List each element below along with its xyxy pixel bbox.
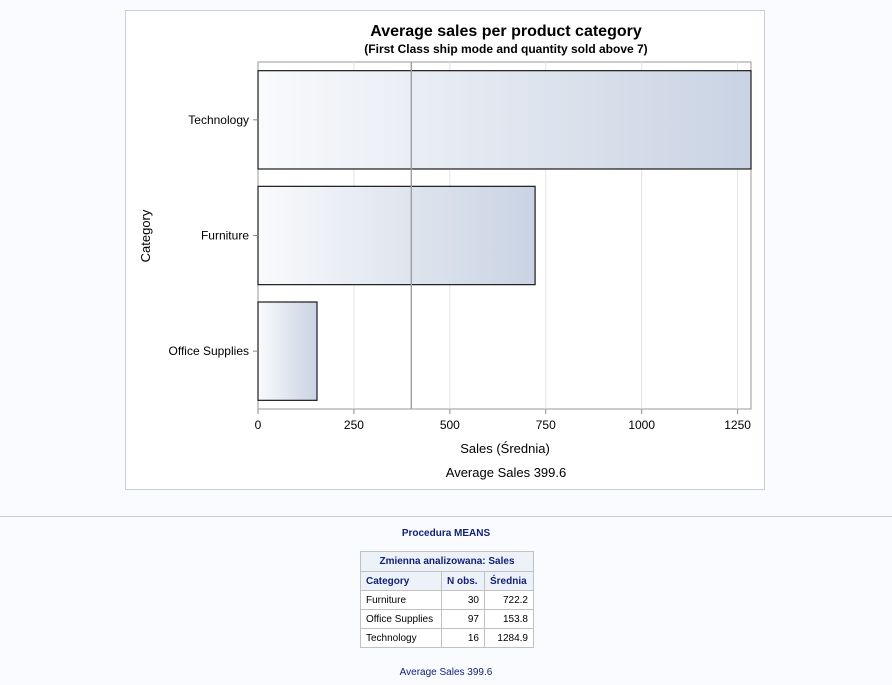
cell-n-obs: 97 xyxy=(441,609,485,629)
column-header-n-obs: N obs. xyxy=(441,571,485,591)
x-tick-label: 250 xyxy=(344,418,364,432)
cell-mean: 153.8 xyxy=(484,609,534,629)
x-axis-label: Sales (Średnia) xyxy=(460,441,550,456)
cell-category: Office Supplies xyxy=(360,609,442,629)
chart-footnote: Average Sales 399.6 xyxy=(446,465,566,480)
table-row: Furniture 30 722.2 xyxy=(360,590,534,610)
x-tick-label: 1000 xyxy=(628,418,655,432)
y-axis-label: Category xyxy=(138,209,153,262)
y-tick-label: Technology xyxy=(188,113,249,127)
chart-frame: Average sales per product category (Firs… xyxy=(125,10,765,490)
chart-title: Average sales per product category xyxy=(370,23,642,40)
bar xyxy=(257,70,752,170)
cell-mean: 1284.9 xyxy=(484,628,534,648)
column-header-mean: Średnia xyxy=(484,571,534,591)
bar xyxy=(257,185,536,286)
stats-table: Zmienna analizowana: Sales Category N ob… xyxy=(360,551,534,648)
y-tick-label: Office Supplies xyxy=(169,344,250,358)
section-divider xyxy=(0,516,892,517)
x-tick-label: 1250 xyxy=(724,418,751,432)
bar-chart: Average sales per product category (Firs… xyxy=(138,23,752,480)
x-tick-label: 0 xyxy=(255,418,262,432)
x-tick-label: 500 xyxy=(440,418,460,432)
bar xyxy=(257,301,318,401)
footer-note: Average Sales 399.6 xyxy=(399,667,493,678)
table-row: Technology 16 1284.9 xyxy=(360,628,534,648)
procedure-title: Procedura MEANS xyxy=(401,528,491,539)
chart-subtitle: (First Class ship mode and quantity sold… xyxy=(364,42,647,56)
cell-n-obs: 16 xyxy=(441,628,485,648)
y-tick-label: Furniture xyxy=(201,229,249,243)
column-header-category: Category xyxy=(360,571,442,591)
x-tick-label: 750 xyxy=(536,418,556,432)
table-row: Office Supplies 97 153.8 xyxy=(360,609,534,629)
cell-mean: 722.2 xyxy=(484,590,534,610)
table-caption: Zmienna analizowana: Sales xyxy=(360,551,534,572)
cell-n-obs: 30 xyxy=(441,590,485,610)
cell-category: Technology xyxy=(360,628,442,648)
cell-category: Furniture xyxy=(360,590,442,610)
